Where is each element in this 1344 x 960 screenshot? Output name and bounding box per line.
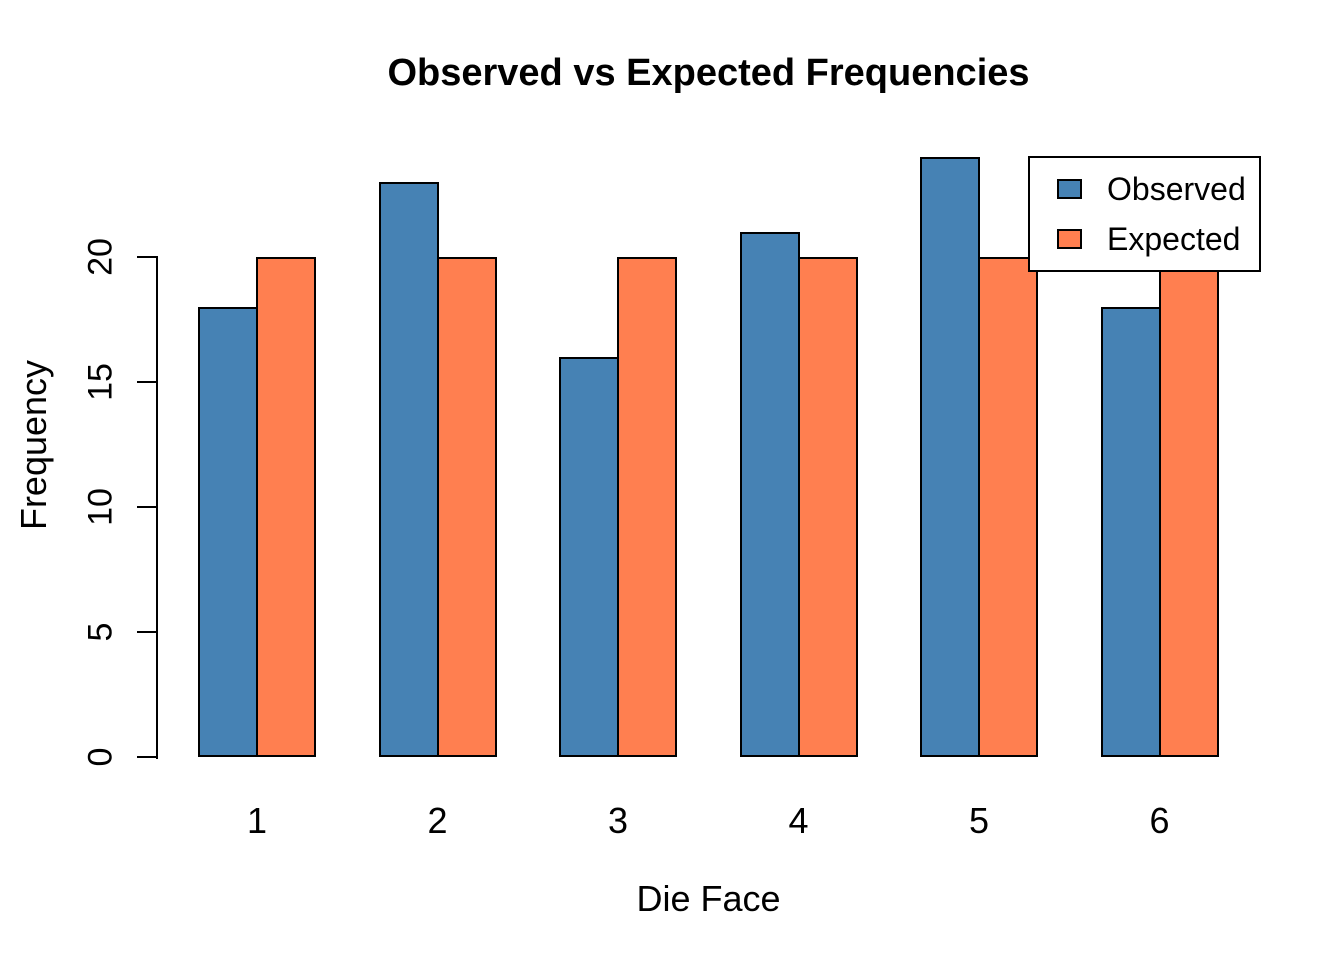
- y-tick-label-20: 20: [81, 238, 120, 276]
- bar-expected-1: [256, 257, 316, 757]
- y-tick-label-0: 0: [81, 747, 120, 767]
- x-tick-label-4: 4: [788, 800, 809, 841]
- x-tick-label-6: 6: [1149, 800, 1170, 841]
- bar-observed-6: [1100, 307, 1161, 757]
- bar-observed-2: [378, 182, 439, 757]
- y-tick-5: [137, 631, 157, 633]
- chart-title: Observed vs Expected Frequencies: [387, 52, 1030, 94]
- y-tick-10: [137, 506, 157, 508]
- y-tick-0: [137, 756, 157, 758]
- y-tick-20: [137, 256, 157, 258]
- bar-observed-3: [559, 357, 619, 757]
- x-tick-label-5: 5: [968, 800, 990, 841]
- bar-expected-5: [978, 257, 1038, 757]
- y-axis-line: [156, 256, 158, 759]
- y-tick-15: [137, 381, 157, 383]
- bar-expected-3: [617, 257, 677, 757]
- y-tick-label-5: 5: [81, 622, 120, 642]
- legend-item-observed: Observed: [1057, 171, 1259, 208]
- y-tick-label-15: 15: [81, 363, 120, 401]
- bar-observed-1: [198, 307, 258, 757]
- x-tick-label-3: 3: [607, 800, 629, 841]
- legend: Observed Expected: [1028, 156, 1261, 272]
- legend-label-expected: Expected: [1107, 220, 1241, 257]
- legend-swatch-expected-icon: [1057, 229, 1082, 249]
- legend-label-observed: Observed: [1107, 170, 1246, 207]
- bar-observed-4: [739, 232, 800, 757]
- bar-observed-5: [920, 157, 980, 757]
- y-axis-label: Frequency: [13, 359, 54, 531]
- bar-expected-6: [1158, 257, 1219, 757]
- bar-expected-2: [436, 257, 497, 757]
- x-axis-label: Die Face: [636, 878, 781, 919]
- x-tick-label-2: 2: [427, 800, 448, 841]
- y-tick-label-10: 10: [81, 488, 120, 526]
- x-tick-label-1: 1: [246, 800, 268, 841]
- legend-swatch-observed-icon: [1057, 179, 1082, 199]
- legend-item-expected: Expected: [1057, 221, 1259, 258]
- bar-expected-4: [797, 257, 858, 757]
